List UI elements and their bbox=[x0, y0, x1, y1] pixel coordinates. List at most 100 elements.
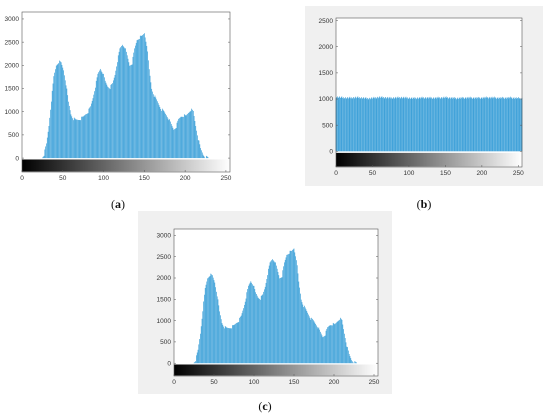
histogram-bar bbox=[114, 74, 116, 159]
histogram-bar bbox=[429, 96, 431, 152]
histogram-bar bbox=[45, 146, 47, 159]
histogram-bar bbox=[177, 120, 179, 159]
histogram-bar bbox=[89, 107, 91, 159]
histogram-bar bbox=[437, 96, 439, 152]
histogram-bar bbox=[125, 48, 126, 159]
histogram-bar bbox=[171, 125, 173, 159]
histogram-bar bbox=[236, 323, 237, 364]
histogram-bar bbox=[509, 96, 511, 152]
histogram-bar bbox=[276, 265, 277, 364]
histogram-bar bbox=[207, 157, 209, 159]
histogram-bar bbox=[497, 97, 499, 152]
histogram-bar bbox=[355, 96, 357, 152]
histogram-bar bbox=[464, 98, 465, 152]
histogram-bar bbox=[431, 97, 432, 152]
histogram-bar bbox=[349, 356, 351, 364]
histogram-panel-b: 0 500 1000 1500 2000 2500 0 50 100 150 200 250 bbox=[305, 6, 543, 186]
histogram-bar bbox=[104, 80, 106, 159]
histogram-bar bbox=[163, 110, 165, 159]
histogram-bar bbox=[315, 323, 316, 364]
axes-frame-b bbox=[335, 17, 523, 168]
histogram-bar bbox=[447, 97, 448, 152]
histogram-bar bbox=[394, 97, 396, 152]
histogram-bar bbox=[501, 97, 502, 152]
histogram-bar bbox=[368, 98, 370, 152]
histogram-bar bbox=[65, 85, 67, 159]
histogram-bar bbox=[505, 97, 507, 152]
histogram-bar bbox=[225, 326, 227, 364]
histogram-bar bbox=[185, 115, 187, 159]
y-tick-label: 0 bbox=[15, 155, 19, 162]
histogram-bar bbox=[182, 116, 184, 159]
histogram-bar bbox=[341, 96, 343, 152]
histogram-bar bbox=[183, 116, 184, 159]
histogram-chart-a: 0 500 1000 1500 2000 2500 3000 0 50 100 150 200 250 bbox=[5, 11, 232, 182]
histogram-bar bbox=[380, 97, 381, 152]
histogram-bar bbox=[300, 293, 301, 364]
histogram-bar bbox=[486, 97, 488, 152]
histogram-bar bbox=[298, 281, 300, 364]
histogram-bar bbox=[451, 97, 453, 152]
histogram-chart-c: 0 500 1000 1500 2000 2500 3000 0 50 100 150 200 250 bbox=[157, 228, 380, 386]
histogram-bar bbox=[347, 347, 348, 364]
histogram-bar bbox=[252, 285, 254, 364]
y-tick-label: 0 bbox=[167, 360, 171, 367]
histogram-bar bbox=[354, 97, 356, 152]
histogram-bar bbox=[296, 260, 297, 364]
histogram-bar bbox=[468, 98, 470, 152]
histogram-bar bbox=[422, 98, 424, 152]
histogram-bar bbox=[466, 97, 468, 152]
histogram-bar bbox=[83, 115, 85, 159]
histogram-bar bbox=[138, 39, 139, 159]
histogram-bar bbox=[117, 55, 119, 159]
histogram-bar bbox=[383, 98, 385, 152]
histogram-bar bbox=[367, 97, 368, 152]
histogram-bar bbox=[363, 97, 365, 152]
histogram-bar bbox=[221, 323, 223, 364]
histogram-bar bbox=[136, 40, 138, 159]
histogram-bar bbox=[320, 333, 322, 364]
histogram-bar bbox=[278, 275, 280, 364]
histogram-bar bbox=[129, 65, 131, 159]
histogram-bar bbox=[347, 97, 349, 152]
histogram-bar bbox=[501, 96, 503, 152]
histogram-bar bbox=[391, 97, 392, 152]
histogram-bar bbox=[80, 120, 82, 159]
histogram-bar bbox=[385, 96, 386, 152]
histogram-bar bbox=[365, 97, 367, 152]
histogram-bar bbox=[427, 96, 429, 152]
histogram-bar bbox=[159, 107, 161, 159]
histogram-bar bbox=[470, 98, 472, 152]
histogram-bar bbox=[507, 97, 508, 152]
histogram-bar bbox=[107, 86, 108, 159]
histogram-bar bbox=[79, 120, 81, 159]
histogram-bar bbox=[295, 256, 296, 364]
histogram-bar bbox=[442, 97, 444, 152]
histogram-bar bbox=[203, 301, 204, 364]
histogram-bar bbox=[300, 299, 302, 364]
histogram-bar bbox=[56, 64, 58, 159]
histogram-bar bbox=[236, 322, 238, 364]
histogram-bar bbox=[348, 350, 349, 364]
histogram-panel-a: 0 500 1000 1500 2000 2500 3000 0 50 100 150 200 250 bbox=[0, 0, 240, 190]
histogram-bar bbox=[336, 322, 337, 364]
y-tick-label: 2000 bbox=[319, 44, 334, 51]
histogram-bar bbox=[489, 96, 491, 152]
histogram-bar bbox=[377, 96, 378, 152]
histogram-bar bbox=[340, 97, 341, 152]
histogram-bar bbox=[166, 116, 168, 159]
histogram-bar bbox=[449, 97, 451, 152]
histogram-bar bbox=[378, 97, 380, 152]
histogram-bar bbox=[231, 328, 232, 364]
histogram-bar bbox=[226, 327, 228, 364]
histogram-bar bbox=[110, 84, 112, 159]
histogram-bar bbox=[235, 323, 236, 364]
histogram-bar bbox=[329, 325, 331, 364]
x-tick-label: 200 bbox=[476, 170, 487, 177]
histogram-bar bbox=[206, 156, 208, 159]
histogram-bar bbox=[126, 55, 128, 159]
histogram-bar bbox=[433, 97, 435, 152]
histogram-bar bbox=[42, 156, 44, 159]
histogram-bar bbox=[464, 98, 466, 152]
histogram-bar bbox=[61, 64, 63, 159]
